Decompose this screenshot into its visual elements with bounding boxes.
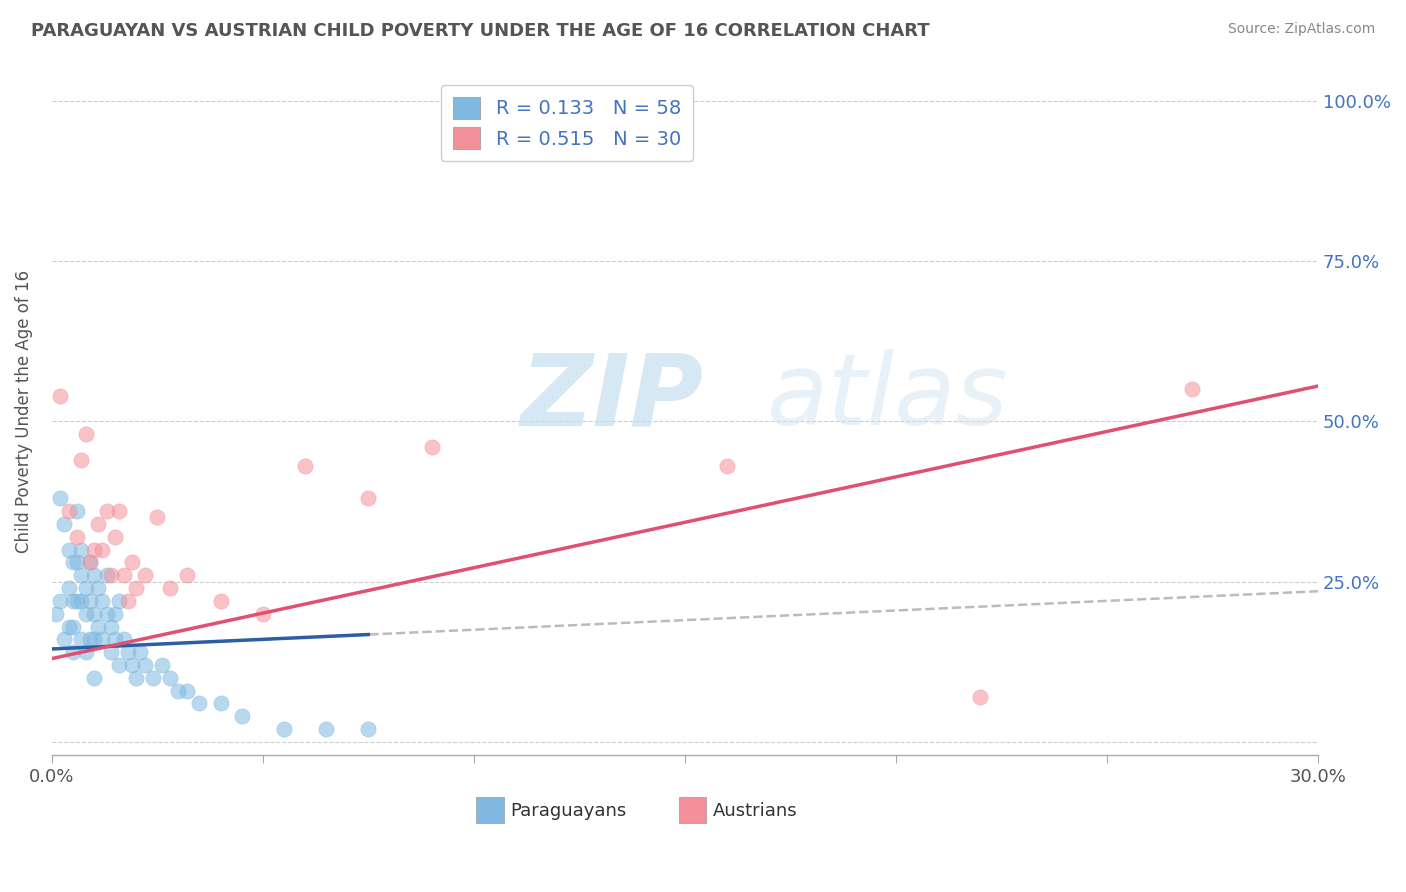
- Point: [100, 568, 122, 582]
- Point: [75, 427, 97, 442]
- Point: [79, 555, 101, 569]
- Point: [108, 504, 131, 518]
- Point: [125, 581, 148, 595]
- Point: [70, 568, 93, 582]
- Point: [70, 594, 93, 608]
- Point: [96, 568, 118, 582]
- Point: [188, 697, 211, 711]
- Point: [83, 671, 105, 685]
- Point: [315, 722, 337, 736]
- Point: [104, 607, 127, 621]
- Point: [83, 607, 105, 621]
- Point: [79, 555, 101, 569]
- Point: [96, 504, 118, 518]
- Point: [79, 594, 101, 608]
- Point: [45, 607, 67, 621]
- Legend: R = 0.133   N = 58, R = 0.515   N = 30: R = 0.133 N = 58, R = 0.515 N = 30: [441, 85, 693, 161]
- Point: [121, 555, 143, 569]
- Point: [357, 491, 380, 506]
- Point: [357, 722, 380, 736]
- Point: [159, 581, 181, 595]
- Point: [66, 555, 89, 569]
- Point: [66, 594, 89, 608]
- Point: [96, 607, 118, 621]
- Point: [62, 619, 84, 633]
- Point: [49, 594, 72, 608]
- Point: [91, 542, 114, 557]
- Point: [134, 658, 156, 673]
- Point: [1180, 382, 1202, 396]
- Point: [505, 138, 527, 153]
- Point: [70, 632, 93, 647]
- Point: [62, 594, 84, 608]
- Point: [716, 459, 738, 474]
- Point: [273, 722, 295, 736]
- Point: [112, 568, 135, 582]
- Point: [70, 452, 93, 467]
- Point: [87, 619, 110, 633]
- Text: Austrians: Austrians: [713, 802, 797, 820]
- Point: [167, 683, 190, 698]
- Point: [420, 440, 443, 454]
- Point: [66, 530, 89, 544]
- Point: [49, 389, 72, 403]
- Point: [58, 542, 80, 557]
- FancyBboxPatch shape: [477, 797, 503, 823]
- Point: [100, 645, 122, 659]
- Point: [62, 645, 84, 659]
- Point: [104, 530, 127, 544]
- Point: [70, 542, 93, 557]
- Point: [231, 709, 253, 723]
- Text: Paraguayans: Paraguayans: [510, 802, 627, 820]
- Point: [134, 568, 156, 582]
- Text: ZIP: ZIP: [520, 350, 703, 446]
- Point: [91, 594, 114, 608]
- Text: PARAGUAYAN VS AUSTRIAN CHILD POVERTY UNDER THE AGE OF 16 CORRELATION CHART: PARAGUAYAN VS AUSTRIAN CHILD POVERTY UND…: [31, 22, 929, 40]
- Point: [209, 594, 232, 608]
- Point: [129, 645, 152, 659]
- Text: Source: ZipAtlas.com: Source: ZipAtlas.com: [1227, 22, 1375, 37]
- FancyBboxPatch shape: [679, 797, 706, 823]
- Point: [104, 632, 127, 647]
- Point: [87, 581, 110, 595]
- Point: [125, 671, 148, 685]
- Point: [53, 632, 76, 647]
- Point: [117, 645, 139, 659]
- Point: [117, 594, 139, 608]
- Point: [91, 632, 114, 647]
- Point: [150, 658, 173, 673]
- Point: [176, 683, 198, 698]
- Y-axis label: Child Poverty Under the Age of 16: Child Poverty Under the Age of 16: [15, 270, 32, 553]
- Point: [58, 619, 80, 633]
- Point: [49, 491, 72, 506]
- Point: [252, 607, 274, 621]
- Point: [108, 658, 131, 673]
- Point: [87, 516, 110, 531]
- Point: [83, 542, 105, 557]
- Point: [100, 619, 122, 633]
- Point: [159, 671, 181, 685]
- Point: [108, 594, 131, 608]
- Point: [62, 555, 84, 569]
- Point: [53, 516, 76, 531]
- Point: [142, 671, 165, 685]
- Point: [294, 459, 316, 474]
- Point: [83, 568, 105, 582]
- Point: [112, 632, 135, 647]
- Point: [66, 504, 89, 518]
- Point: [75, 607, 97, 621]
- Point: [58, 504, 80, 518]
- Point: [146, 510, 169, 524]
- Point: [83, 632, 105, 647]
- Point: [58, 581, 80, 595]
- Point: [75, 581, 97, 595]
- Text: atlas: atlas: [768, 350, 1010, 446]
- Point: [176, 568, 198, 582]
- Point: [79, 632, 101, 647]
- Point: [121, 658, 143, 673]
- Point: [969, 690, 991, 704]
- Point: [75, 645, 97, 659]
- Point: [209, 697, 232, 711]
